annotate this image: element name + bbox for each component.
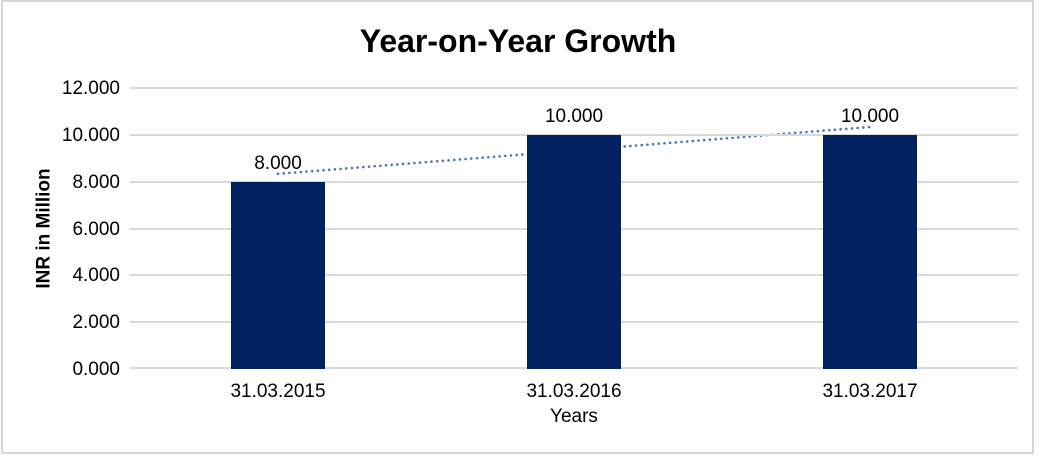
y-tick-label: 6.000	[72, 219, 120, 240]
bar	[231, 182, 325, 369]
bar-value-label: 8.000	[254, 153, 302, 174]
gridline	[130, 87, 1018, 89]
x-tick-label: 31.03.2016	[526, 381, 622, 402]
y-tick-label: 4.000	[72, 265, 120, 286]
x-tick-label: 31.03.2017	[822, 381, 918, 402]
bar	[527, 135, 621, 369]
x-tick-label: 31.03.2015	[230, 381, 326, 402]
bar	[823, 135, 917, 369]
y-tick-label: 0.000	[72, 359, 120, 380]
plot-area: 8.000 10.000 10.000	[130, 87, 1018, 369]
x-axis-title: Years	[550, 406, 598, 427]
y-tick-label: 12.000	[61, 78, 120, 99]
bar-value-label: 10.000	[544, 106, 604, 127]
y-tick-label: 2.000	[72, 312, 120, 333]
y-tick-label: 8.000	[72, 172, 120, 193]
y-tick-label: 10.000	[61, 125, 120, 146]
chart-title: Year-on-Year Growth	[359, 23, 677, 59]
bar-value-label: 10.000	[840, 106, 900, 127]
